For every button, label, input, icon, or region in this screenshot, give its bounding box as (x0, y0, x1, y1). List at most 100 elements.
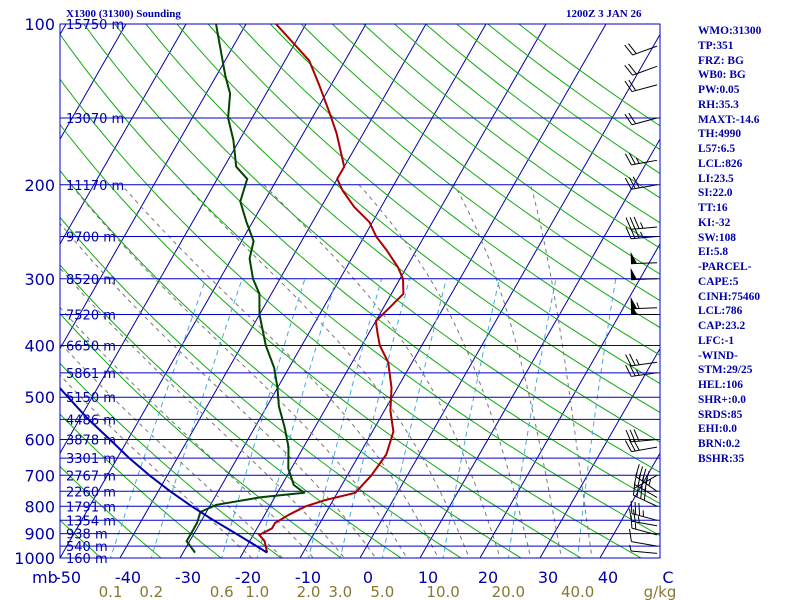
index-row: SI:22.0 (698, 187, 733, 200)
height-label: 3301 m (66, 452, 116, 467)
height-label: 2260 m (66, 485, 116, 500)
height-label: 13070 m (66, 112, 124, 127)
barb-staff (631, 236, 658, 240)
mixing-ratio-line (339, 278, 410, 558)
mixing-ratio-lines (109, 278, 617, 558)
barb-full (628, 439, 636, 452)
mixing-ratio-line (381, 278, 447, 558)
index-row: SHR+:0.0 (698, 393, 746, 406)
barb-full (628, 152, 636, 165)
barb-full (628, 43, 637, 54)
barb-staff (631, 520, 658, 527)
barb-full (628, 79, 637, 91)
pressure-tick-label: 900 (24, 525, 55, 544)
wind-barb (625, 216, 658, 230)
profile-temperature (258, 24, 405, 553)
valid-time: 1200Z 3 JAN 26 (566, 8, 642, 20)
mixing-ratio-label: 10.0 (426, 583, 459, 600)
dry-adiabat-line (83, 24, 660, 505)
index-row: BSHR:35 (698, 452, 745, 465)
moist-adiabat-line (184, 184, 470, 558)
index-row: LCL:826 (698, 157, 743, 170)
temperature-tick-label: -30 (175, 568, 201, 587)
temperature-tick-label: -20 (235, 568, 261, 587)
barb-full (624, 113, 633, 126)
isotherm-line (119, 24, 427, 558)
mixing-ratio-label: 2.0 (297, 583, 321, 600)
barb-half (637, 516, 640, 523)
wind-barb (630, 251, 658, 265)
barb-half (636, 302, 640, 309)
index-row: BRN:0.2 (698, 438, 741, 450)
plot-frame (59, 23, 661, 559)
pressure-tick-label: 600 (24, 431, 55, 450)
pressure-tick-label: 500 (24, 388, 55, 407)
isotherm-line (539, 347, 660, 558)
wind-barb (625, 429, 658, 443)
isobar-lines (59, 23, 661, 559)
height-label: 1791 m (66, 500, 116, 515)
mixing-ratio-label: 40.0 (561, 583, 594, 600)
dry-adiabat-line (114, 24, 660, 473)
index-row: TH:4990 (698, 128, 742, 141)
dry-adiabat-line (269, 24, 660, 329)
temperature-tick-label: 30 (538, 568, 558, 587)
index-row: HEL:106 (698, 379, 743, 391)
mixing-ratio-line (109, 278, 207, 558)
barb-full (633, 216, 640, 229)
height-label: 11170 m (66, 179, 124, 194)
barb-full (629, 529, 632, 542)
height-label: 15750 m (66, 18, 124, 33)
x-axis-label: mb (32, 568, 58, 587)
isotherm-line (60, 24, 307, 455)
temperature-tick-label: 20 (478, 568, 498, 587)
mixing-ratio-label: 0.1 (99, 583, 123, 600)
isotherm-line (60, 24, 247, 350)
barb-staff (633, 494, 658, 507)
mixing-ratio-label: 3.0 (328, 583, 352, 600)
height-label: 6650 m (66, 340, 116, 355)
index-row: EHI:0.0 (698, 423, 737, 436)
pressure-tick-label: 300 (24, 270, 55, 289)
barb-full (628, 112, 637, 125)
height-label: 3878 m (66, 434, 116, 449)
barb-half (635, 157, 640, 164)
index-row: TT:16 (698, 202, 728, 214)
wind-barb (625, 353, 658, 367)
dry-adiabats (60, 24, 660, 558)
barb-staff (631, 184, 658, 190)
wind-barb (624, 43, 658, 56)
isotherm-line (359, 33, 660, 558)
pressure-tick-label: 400 (24, 337, 55, 356)
barb-full (632, 176, 640, 189)
mixing-ratio-line (507, 278, 557, 558)
barb-staff (631, 159, 658, 166)
barb-half (648, 479, 652, 486)
moist-adiabat-line (358, 184, 532, 558)
barb-full (632, 509, 636, 522)
dry-adiabat-line (145, 24, 660, 443)
dry-adiabat-line (60, 362, 282, 558)
dry-adiabat-line (238, 24, 660, 356)
barb-staff (631, 527, 658, 536)
index-row: FRZ: BG (698, 54, 744, 67)
mixing-ratio-line (256, 278, 337, 558)
index-row: MAXT:-14.6 (698, 113, 760, 126)
dry-adiabat-line (60, 78, 643, 558)
index-row: SW:108 (698, 231, 736, 244)
wind-barb (630, 267, 658, 281)
mixing-ratio-line (442, 278, 500, 558)
height-label: 540 m (66, 540, 108, 555)
dry-adiabat-line (60, 123, 583, 558)
index-row: STM:29/25 (698, 364, 753, 377)
height-label: 1354 m (66, 514, 116, 529)
barb-full (624, 440, 632, 452)
index-row: EI:5.8 (698, 246, 729, 259)
wind-barb (629, 508, 658, 527)
index-row: LI:23.5 (698, 172, 734, 185)
moist-adiabat-line (530, 184, 593, 558)
barb-half (640, 231, 644, 238)
barb-pennant (630, 267, 637, 280)
index-row: RH:35.3 (698, 98, 739, 111)
barb-full (625, 364, 632, 377)
